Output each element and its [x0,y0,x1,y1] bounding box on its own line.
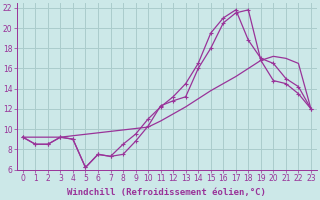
X-axis label: Windchill (Refroidissement éolien,°C): Windchill (Refroidissement éolien,°C) [68,188,266,197]
